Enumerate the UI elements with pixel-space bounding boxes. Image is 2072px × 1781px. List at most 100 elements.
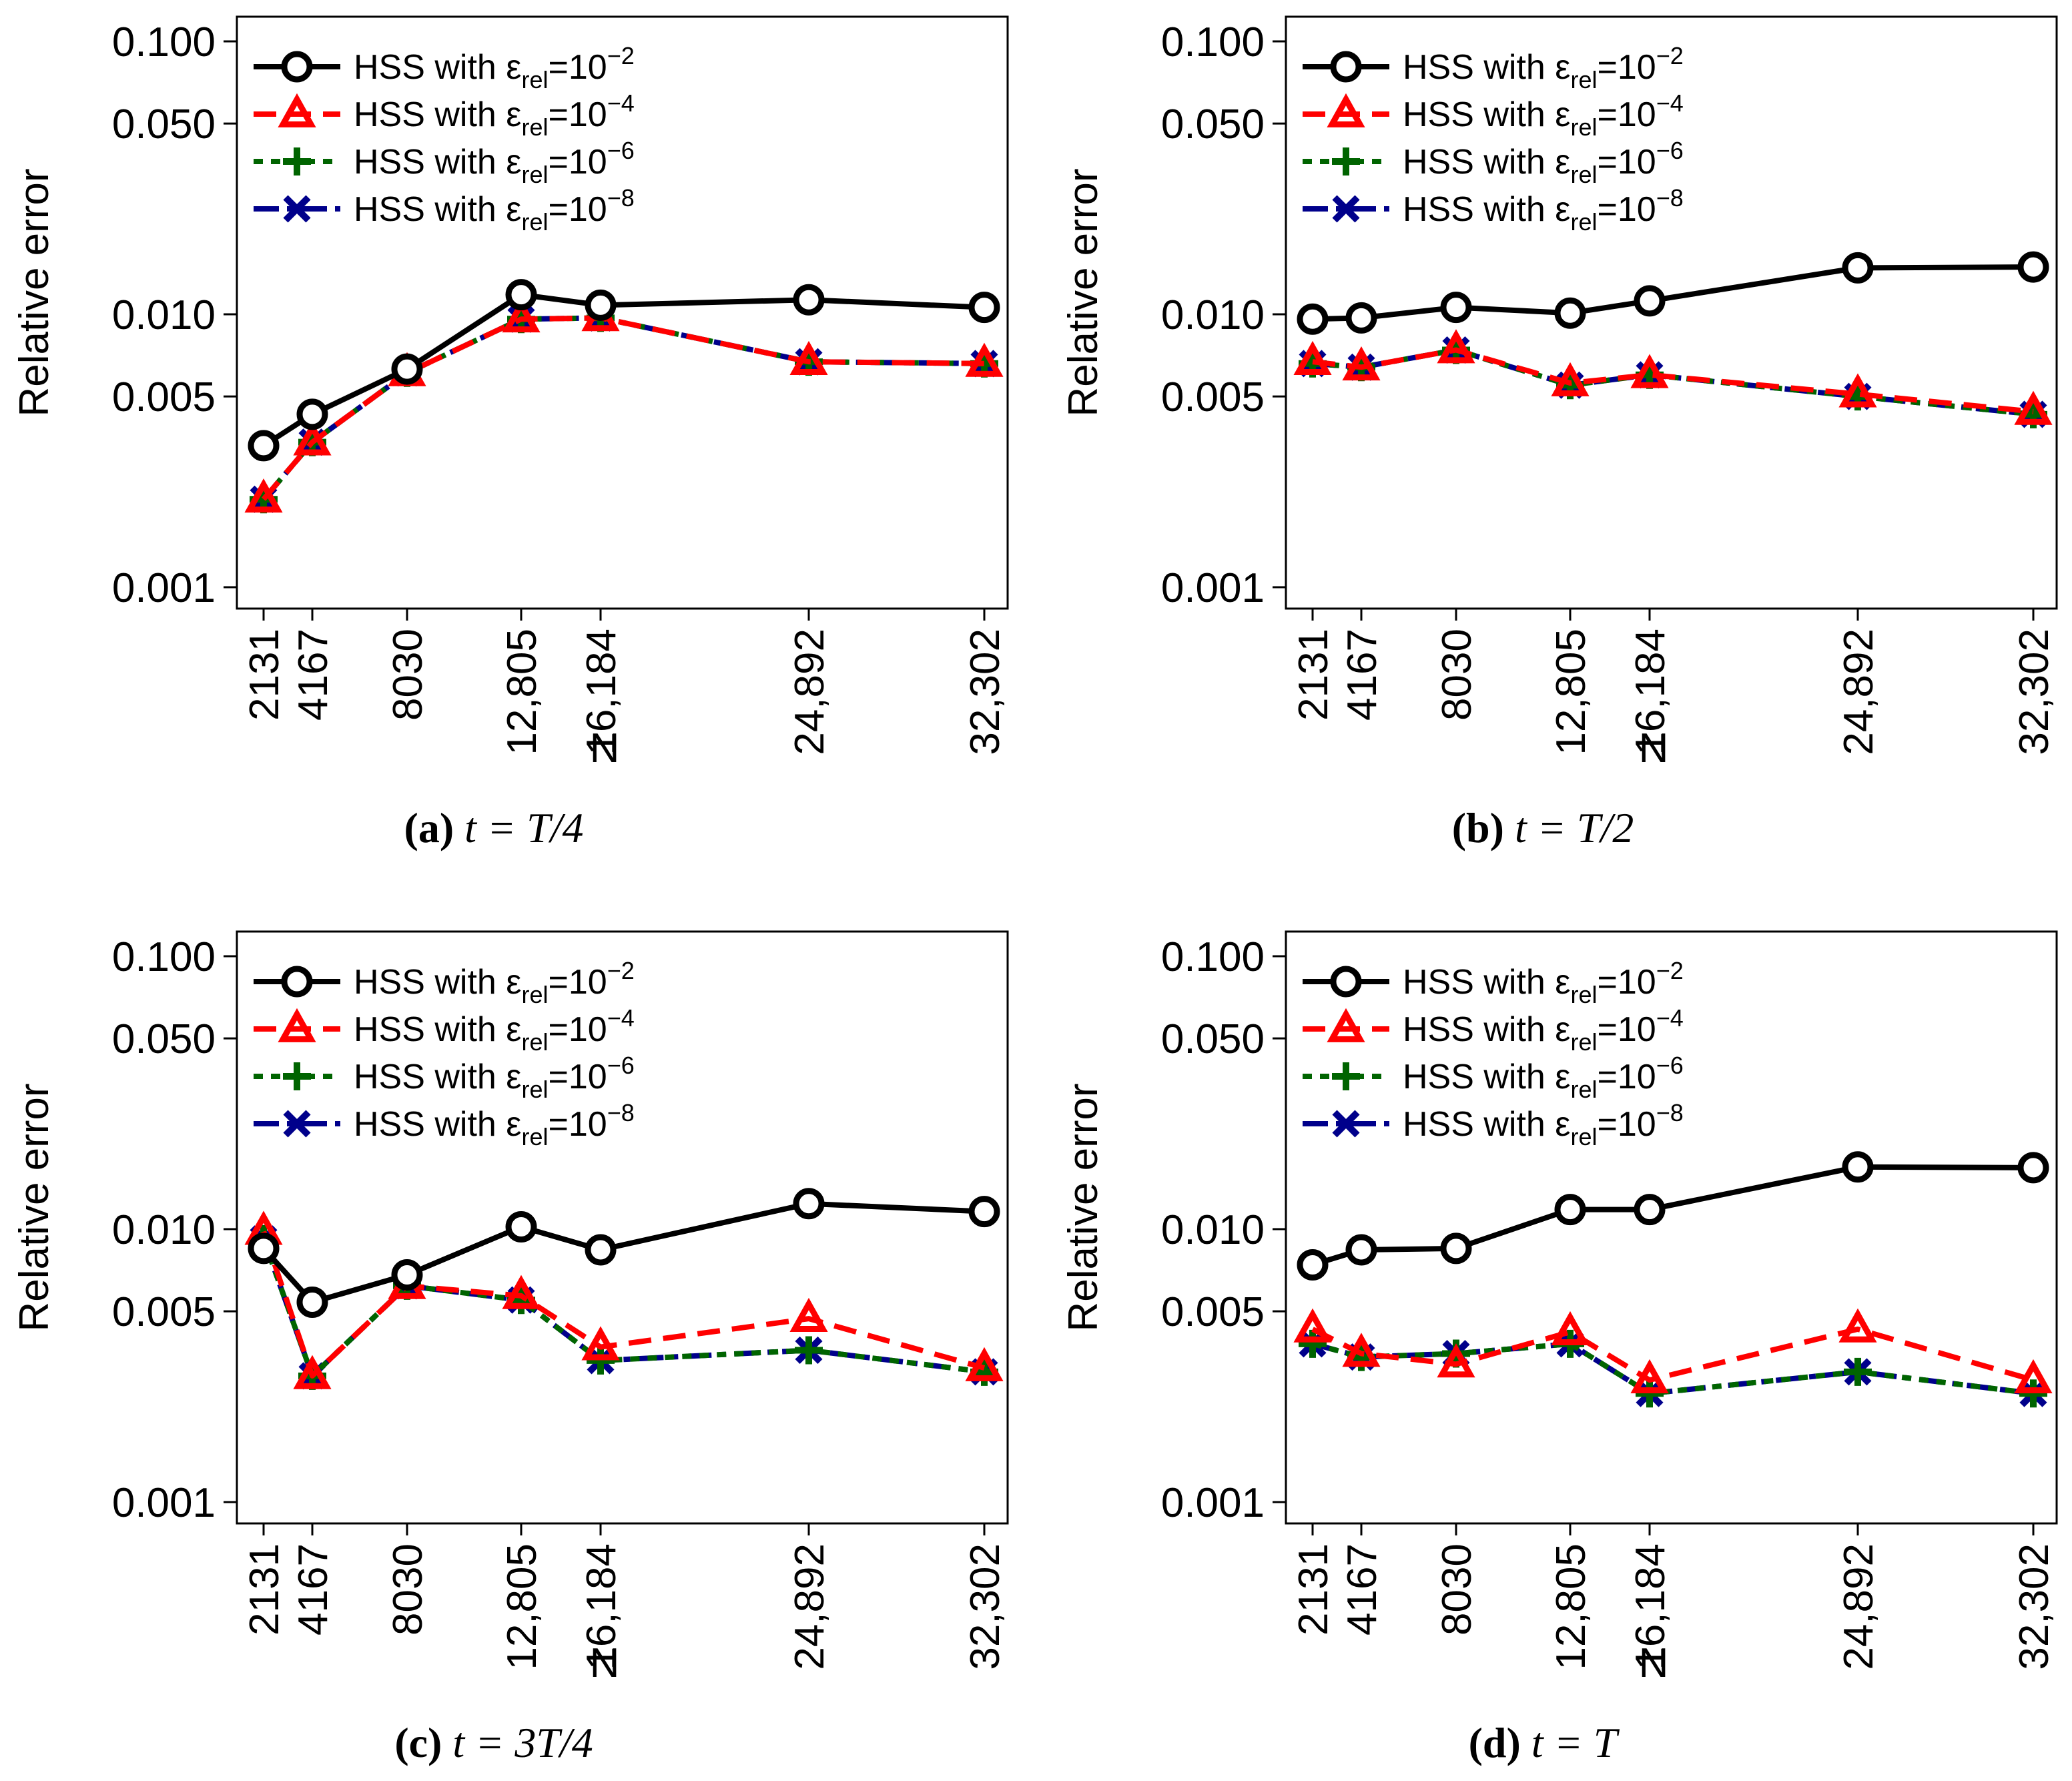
x-tick-label: 2131 bbox=[1291, 629, 1337, 721]
caption-math: t = T/2 bbox=[1515, 804, 1634, 851]
legend-marker-x bbox=[1332, 1110, 1360, 1138]
data-point-circle bbox=[1554, 297, 1586, 329]
legend-subscript: rel bbox=[521, 161, 548, 188]
legend-marker-triangle bbox=[1327, 93, 1365, 127]
x-tick-label: 8030 bbox=[1434, 1543, 1480, 1636]
legend-subscript: rel bbox=[1570, 66, 1597, 93]
x-tick-label: 32,302 bbox=[2011, 1543, 2057, 1670]
legend-equals: =10 bbox=[548, 1010, 607, 1049]
data-point-triangle bbox=[1342, 1333, 1381, 1367]
series-line bbox=[1312, 347, 2034, 414]
series-triangle bbox=[244, 297, 1004, 513]
series-x bbox=[1299, 1330, 2047, 1407]
data-point-triangle bbox=[502, 298, 541, 333]
series-line bbox=[1311, 1326, 2035, 1383]
series-line bbox=[261, 1238, 985, 1379]
panel-caption: (b) t = T/2 bbox=[1452, 804, 1634, 851]
y-tick-label: 0.010 bbox=[1161, 1207, 1265, 1253]
x-tick-label: 24,892 bbox=[787, 1543, 833, 1670]
data-point-triangle bbox=[789, 1297, 828, 1333]
caption-letter: (c) bbox=[394, 1719, 452, 1766]
x-tick-label: 32,302 bbox=[2011, 629, 2057, 755]
data-point-triangle bbox=[1551, 1311, 1590, 1345]
data-point-circle bbox=[505, 1210, 537, 1242]
legend-exponent: −4 bbox=[607, 1004, 635, 1032]
legend-entry-label: HSS with εrel=10−6 bbox=[354, 137, 635, 188]
plot-frame bbox=[236, 15, 1009, 610]
y-tick-label: 0.050 bbox=[1161, 101, 1265, 147]
data-point-triangle bbox=[1342, 346, 1381, 381]
data-point-circle bbox=[1297, 303, 1329, 335]
legend-entry-label: HSS with εrel=10−2 bbox=[1403, 42, 1684, 93]
x-tick-label: 8030 bbox=[385, 1543, 431, 1636]
legend-entry-label: HSS with εrel=10−8 bbox=[1403, 184, 1684, 236]
legend-marker-plus bbox=[1332, 147, 1360, 175]
data-point-triangle bbox=[1630, 354, 1669, 388]
data-point-triangle bbox=[293, 421, 332, 456]
legend-marker-x bbox=[283, 195, 311, 223]
legend-name: HSS with ε bbox=[354, 48, 521, 87]
x-tick-label: 2131 bbox=[242, 1543, 288, 1636]
series-x bbox=[1299, 336, 2047, 428]
legend-entry-label: HSS with εrel=10−8 bbox=[1403, 1099, 1684, 1150]
data-point-triangle bbox=[1838, 373, 1877, 408]
legend-entry-label: HSS with εrel=10−6 bbox=[1403, 1052, 1684, 1103]
legend-subscript: rel bbox=[1570, 1028, 1597, 1056]
y-tick-label: 0.010 bbox=[112, 1207, 216, 1253]
legend-subscript: rel bbox=[521, 208, 548, 236]
data-point-plus bbox=[2019, 1379, 2047, 1408]
series-plus bbox=[250, 1224, 998, 1390]
y-tick-label: 0.005 bbox=[1161, 374, 1265, 420]
y-tick-label: 0.005 bbox=[1161, 1289, 1265, 1335]
series-plus bbox=[1299, 336, 2047, 428]
legend-subscript: rel bbox=[1570, 1076, 1597, 1103]
data-point-triangle bbox=[2014, 390, 2053, 425]
data-point-circle bbox=[1634, 1194, 1666, 1226]
caption-letter: (a) bbox=[404, 804, 465, 851]
data-point-circle bbox=[2017, 1152, 2049, 1184]
series-line bbox=[1311, 1164, 2034, 1268]
x-tick-label: 24,892 bbox=[1836, 1543, 1882, 1670]
data-point-plus bbox=[1299, 1329, 1327, 1358]
data-point-circle bbox=[2017, 251, 2049, 283]
legend-exponent: −2 bbox=[1656, 42, 1684, 69]
legend-exponent: −2 bbox=[607, 957, 635, 984]
data-point-circle bbox=[1842, 1151, 1874, 1183]
x-tick-label: 24,892 bbox=[787, 629, 833, 755]
x-tick-label: 32,302 bbox=[962, 1543, 1008, 1670]
legend-equals: =10 bbox=[548, 1105, 607, 1144]
legend-name: HSS with ε bbox=[354, 1010, 521, 1049]
legend-entry-label: HSS with εrel=10−2 bbox=[1403, 957, 1684, 1008]
legend-name: HSS with ε bbox=[354, 190, 521, 229]
series-line bbox=[261, 315, 985, 501]
caption-letter: (d) bbox=[1469, 1719, 1531, 1766]
series-line bbox=[1312, 264, 2034, 322]
data-point-circle bbox=[585, 289, 617, 321]
x-axis-label: N bbox=[590, 1640, 620, 1686]
caption-math: t = T/4 bbox=[464, 804, 583, 851]
data-point-circle bbox=[505, 279, 537, 311]
legend-subscript: rel bbox=[1570, 161, 1597, 188]
legend-subscript: rel bbox=[521, 66, 548, 93]
y-tick-label: 0.001 bbox=[1161, 565, 1265, 611]
y-tick-label: 0.050 bbox=[112, 1016, 216, 1062]
legend-marker-triangle bbox=[278, 93, 316, 127]
data-point-circle bbox=[296, 398, 328, 430]
data-point-triangle bbox=[1630, 1359, 1669, 1394]
y-tick-label: 0.100 bbox=[1161, 19, 1265, 65]
legend-exponent: −4 bbox=[1656, 89, 1684, 117]
legend-marker-circle bbox=[1330, 966, 1362, 998]
y-tick-label: 0.001 bbox=[112, 565, 216, 611]
panel-caption: (c) t = 3T/4 bbox=[394, 1719, 593, 1766]
data-point-circle bbox=[1297, 1249, 1329, 1281]
legend-exponent: −4 bbox=[1656, 1004, 1684, 1032]
legend-entry-label: HSS with εrel=10−4 bbox=[1403, 89, 1684, 141]
x-axis-label: N bbox=[1639, 725, 1669, 771]
series-plus bbox=[1299, 1329, 2047, 1408]
x-tick-label: 4167 bbox=[1339, 629, 1385, 721]
legend-subscript: rel bbox=[521, 1028, 548, 1056]
y-tick-label: 0.010 bbox=[112, 292, 216, 338]
x-tick-label: 8030 bbox=[385, 629, 431, 721]
